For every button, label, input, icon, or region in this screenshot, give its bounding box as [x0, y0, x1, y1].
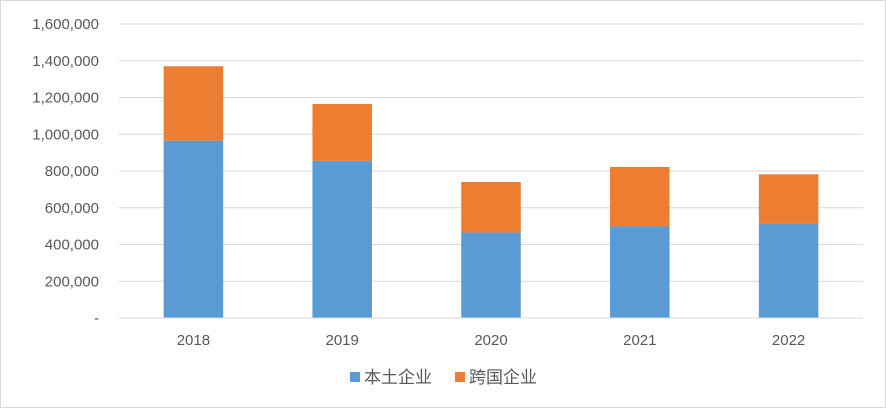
bar-domestic-2019 — [312, 160, 372, 318]
bar-multinational-2019 — [312, 103, 372, 161]
legend: 本土企业 跨国企业 — [350, 368, 537, 387]
x-tick-label: 2019 — [326, 332, 359, 349]
legend-label: 本土企业 — [364, 368, 432, 387]
legend-label: 跨国企业 — [469, 368, 537, 387]
x-axis-tick-labels: 2018 2019 2020 2021 2022 — [177, 332, 806, 349]
bar-domestic-2020 — [461, 232, 521, 318]
bar-domestic-2018 — [163, 140, 224, 318]
y-tick-label: 1,200,000 — [32, 90, 99, 107]
y-tick-label: 400,000 — [45, 237, 99, 254]
x-tick-label: 2022 — [772, 332, 805, 349]
bar-multinational-2020 — [461, 182, 521, 233]
bar-multinational-2021 — [610, 166, 670, 227]
x-tick-label: 2021 — [623, 332, 656, 349]
legend-swatch — [350, 372, 360, 382]
x-tick-label: 2020 — [474, 332, 507, 349]
y-tick-label: 1,400,000 — [32, 53, 99, 70]
bar-multinational-2018 — [163, 66, 224, 141]
y-tick-label: 800,000 — [45, 163, 99, 180]
y-axis-tick-labels: - 200,000 400,000 600,000 800,000 1,000,000 1,… — [32, 16, 99, 327]
x-tick-label: 2018 — [177, 332, 210, 349]
y-tick-label: 1,000,000 — [32, 126, 99, 143]
bar-multinational-2022 — [758, 174, 819, 224]
y-tick-label: 1,600,000 — [32, 16, 99, 33]
bar-domestic-2022 — [758, 223, 819, 318]
y-tick-label: - — [94, 310, 99, 327]
legend-swatch — [455, 372, 465, 382]
y-tick-label: 200,000 — [45, 273, 99, 290]
y-tick-label: 600,000 — [45, 200, 99, 217]
legend-item: 本土企业 — [350, 368, 432, 387]
bar-domestic-2021 — [610, 226, 670, 318]
legend-item: 跨国企业 — [455, 368, 537, 387]
bars — [163, 66, 819, 318]
